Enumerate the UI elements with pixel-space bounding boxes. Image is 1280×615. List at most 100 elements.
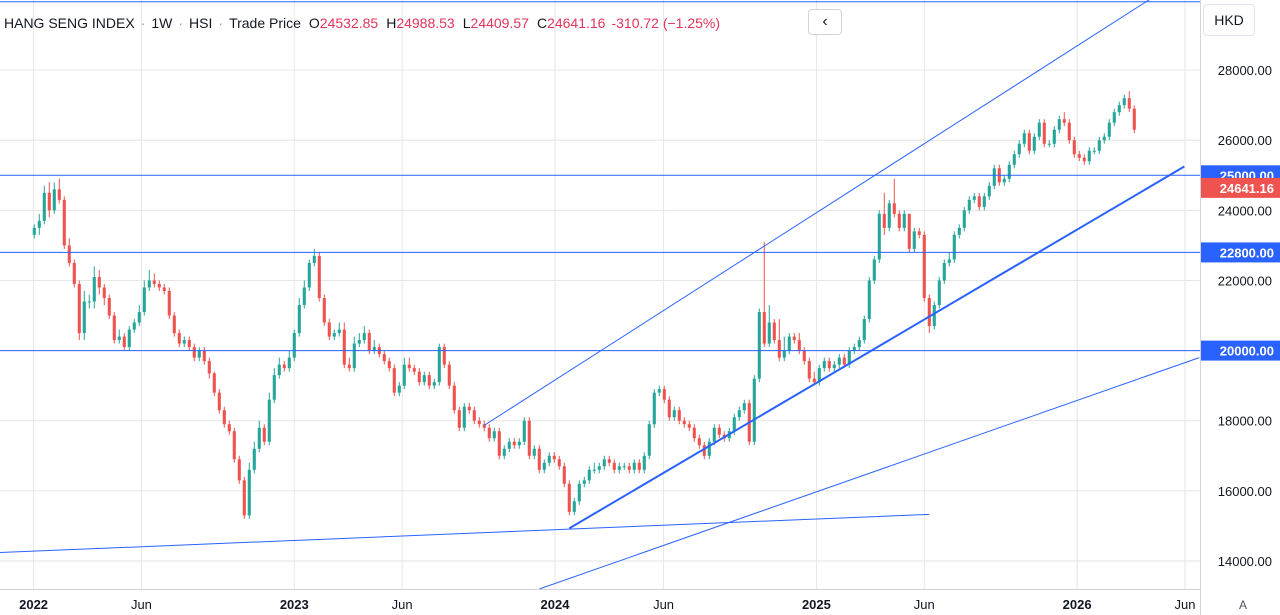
candle [312, 248, 316, 267]
legend-close-label: C [536, 15, 548, 31]
candle-body [407, 364, 411, 369]
candle [987, 182, 991, 200]
legend-separator: · [178, 15, 184, 31]
candle [557, 455, 561, 470]
candle-body [902, 213, 906, 228]
candle-body [587, 469, 591, 481]
candle-body [562, 466, 566, 484]
candle-body [1117, 105, 1121, 113]
candle-body [502, 448, 506, 456]
candle-body [612, 462, 616, 470]
candle-body [467, 406, 471, 411]
candle [792, 333, 796, 344]
candle-body [282, 364, 286, 369]
candle [522, 417, 526, 446]
candle [702, 441, 706, 460]
candle [62, 196, 66, 249]
candle-body [1122, 98, 1126, 106]
candle-body [772, 322, 776, 341]
candle-body [667, 399, 671, 418]
candle-body [792, 336, 796, 341]
candle [347, 357, 351, 372]
candle-body [272, 375, 276, 400]
candle [852, 343, 856, 355]
candle-body [37, 220, 41, 228]
candle-body [957, 227, 961, 235]
candle-body [42, 192, 46, 221]
candle [112, 312, 116, 344]
candle [247, 462, 251, 519]
candle-body [1087, 150, 1091, 162]
candle-body [1022, 133, 1026, 144]
candle-body [257, 427, 261, 449]
candle-body [637, 462, 641, 470]
candle [152, 273, 156, 288]
legend-collapse-button[interactable]: ‹ [808, 9, 842, 35]
candle-body [222, 410, 226, 425]
candle-body [1002, 178, 1006, 183]
candle [402, 357, 406, 390]
candle-body [187, 340, 191, 348]
candle [387, 357, 391, 372]
candle-body [492, 431, 496, 439]
candle-body [557, 459, 561, 467]
legend-exchange: HSI [189, 15, 213, 31]
x-tick-label: Jun [131, 597, 152, 612]
candle-body [1012, 154, 1016, 165]
candle-body [527, 420, 531, 456]
candle-body [657, 389, 661, 393]
candle [772, 319, 776, 344]
candle-body [972, 196, 976, 200]
candle-body [592, 469, 596, 471]
candle [897, 210, 901, 232]
currency-button[interactable]: HKD [1203, 4, 1255, 36]
price-scale-background [1200, 0, 1280, 615]
trendline-channel-middle [568, 165, 1185, 530]
candle-body [952, 234, 956, 260]
candle-body [512, 441, 516, 446]
candle-body [157, 283, 161, 288]
candle [577, 480, 581, 505]
legend-low-label: L [462, 15, 471, 31]
candle [672, 406, 676, 421]
candle [127, 326, 131, 351]
candle [967, 196, 971, 214]
candle [947, 252, 951, 267]
candle [517, 438, 521, 449]
candle-body [842, 357, 846, 365]
candle [412, 364, 416, 376]
legend-separator: · [218, 15, 224, 31]
candle-body [572, 501, 576, 512]
candle-body [967, 199, 971, 211]
candle-body [1072, 140, 1076, 155]
candle [1102, 133, 1106, 144]
candle [582, 476, 586, 488]
legend-interval[interactable]: 1W [151, 15, 173, 31]
candle [1017, 140, 1021, 158]
candle-body [432, 382, 436, 386]
candle [37, 213, 41, 235]
candle-body [897, 213, 901, 228]
auto-scale-button[interactable]: A [1238, 597, 1247, 612]
candle [912, 227, 916, 253]
candle-body [1132, 108, 1136, 130]
candle [317, 252, 321, 302]
x-tick-label: 2026 [1063, 597, 1092, 612]
candle-body [362, 333, 366, 341]
chevron-left-icon: ‹ [822, 13, 828, 30]
candle [252, 441, 256, 474]
candle [92, 266, 96, 309]
candle [952, 231, 956, 263]
candle-body [607, 459, 611, 463]
candle-body [982, 196, 986, 207]
candle [637, 459, 641, 474]
candle-body [857, 340, 861, 348]
candle [1072, 136, 1076, 158]
candle [277, 357, 281, 379]
legend-symbol[interactable]: HANG SENG INDEX [4, 15, 135, 31]
candle-body [862, 319, 866, 341]
candle-body [247, 469, 251, 516]
candle-body [32, 227, 36, 235]
